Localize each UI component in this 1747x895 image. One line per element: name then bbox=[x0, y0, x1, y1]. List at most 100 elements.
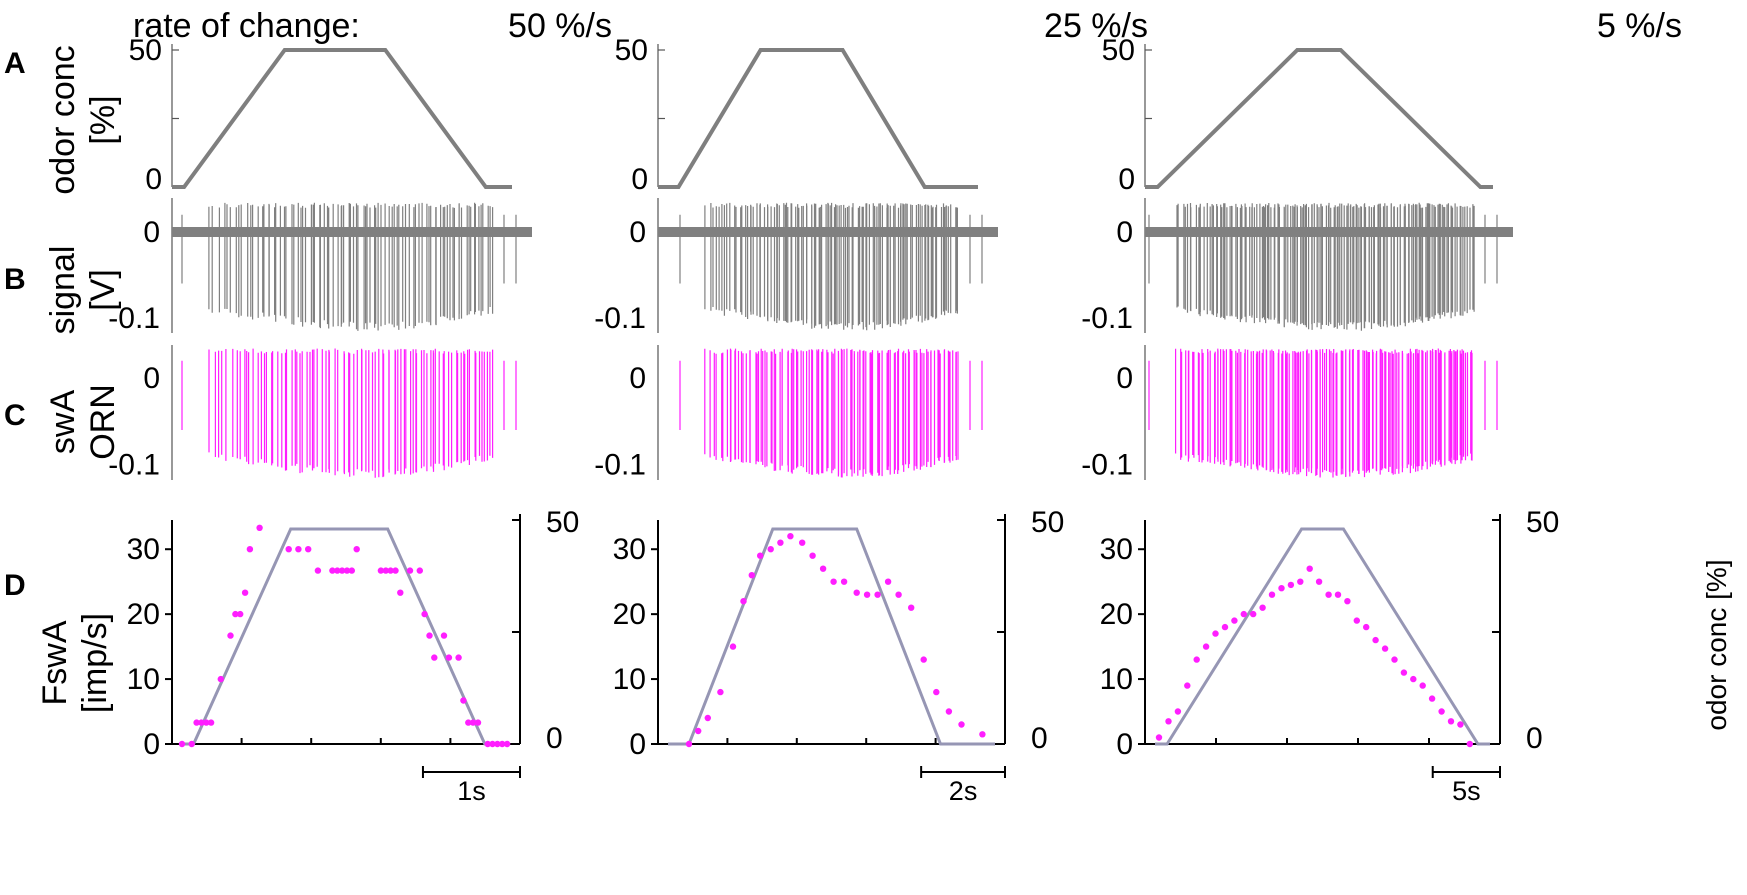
header-label: rate of change: bbox=[133, 7, 360, 45]
rate-point bbox=[1353, 617, 1361, 624]
left-tick-label: 30 bbox=[1100, 533, 1133, 566]
rate-point bbox=[1212, 630, 1219, 637]
rate-point bbox=[207, 719, 215, 726]
rate-point bbox=[1428, 695, 1436, 702]
rate-point bbox=[188, 740, 195, 748]
rate-point bbox=[329, 567, 336, 574]
rate-point bbox=[1202, 643, 1210, 650]
right-tick-label-0: 0 bbox=[1031, 722, 1048, 755]
y-tick-label-neg: -0.1 bbox=[1081, 302, 1133, 335]
stimulus-trace bbox=[1155, 527, 1490, 746]
panel-letter-d: D bbox=[4, 569, 26, 602]
rate-point bbox=[489, 740, 496, 748]
rate-point bbox=[1250, 610, 1257, 618]
stimulus-panel-2: 0 50 bbox=[615, 34, 978, 196]
rate-point bbox=[1315, 578, 1323, 585]
ylabel-a-line1: odor conc bbox=[44, 45, 82, 194]
y-tick-label-50: 50 bbox=[1102, 34, 1135, 67]
rate-point bbox=[1438, 708, 1445, 715]
y-tick-label-50: 50 bbox=[615, 34, 648, 67]
rate-point bbox=[474, 719, 482, 726]
rate-point bbox=[382, 567, 389, 574]
rate-point bbox=[241, 589, 249, 596]
rate-point bbox=[1391, 656, 1398, 663]
rate-panel-3: 0 10 20 30 0 50 5s bbox=[1100, 506, 1560, 806]
rate-point bbox=[1400, 669, 1408, 676]
left-tick-label: 0 bbox=[143, 728, 160, 761]
y-tick-label-neg: -0.1 bbox=[1081, 449, 1133, 482]
b-panel-2: 0 -0.1 bbox=[594, 198, 998, 335]
rate-label-25: 25 %/s bbox=[1044, 7, 1148, 45]
rate-point bbox=[777, 539, 784, 546]
odor-trace bbox=[172, 48, 512, 189]
rate-point bbox=[421, 610, 428, 618]
ylabel-c-line2: ORN bbox=[84, 384, 122, 460]
right-axis-label-text: odor conc [%] bbox=[1701, 559, 1732, 730]
left-tick-label: 10 bbox=[613, 663, 646, 696]
rate-point bbox=[853, 589, 860, 596]
rate-point bbox=[1419, 682, 1426, 689]
ylabel-a-line2: [%] bbox=[84, 95, 122, 144]
rate-point bbox=[198, 719, 205, 726]
b-panel-3: 0 -0.1 bbox=[1081, 198, 1513, 335]
rate-point bbox=[406, 567, 414, 574]
left-tick-label: 10 bbox=[1100, 663, 1133, 696]
rate-point bbox=[787, 533, 794, 540]
panel-letter-a: A bbox=[4, 47, 26, 80]
y-tick-label-50: 50 bbox=[129, 34, 162, 67]
rate-point bbox=[717, 688, 724, 696]
rate-point bbox=[237, 610, 244, 618]
panel-letter-c: C bbox=[4, 399, 26, 432]
rate-point bbox=[227, 632, 234, 639]
scale-bar-label: 1s bbox=[457, 776, 486, 806]
rate-point bbox=[958, 721, 965, 728]
right-tick-label-50: 50 bbox=[1031, 506, 1064, 539]
y-tick-label-zero: 0 bbox=[1116, 362, 1133, 395]
rate-point bbox=[256, 524, 263, 531]
baseline-noise bbox=[1145, 227, 1513, 237]
b-spike-trace bbox=[1148, 202, 1498, 331]
left-tick-label: 30 bbox=[127, 533, 160, 566]
rate-point bbox=[1306, 565, 1313, 572]
rate-point bbox=[484, 740, 491, 748]
rate-point bbox=[695, 727, 702, 735]
rate-point bbox=[767, 546, 774, 553]
rate-point bbox=[1325, 591, 1332, 598]
row-d-rate-panels: 0 10 20 30 0 50 1s 0 10 20 30 0 50 2s 0 10 20 30 0 50 5s bbox=[127, 506, 1560, 806]
rate-point bbox=[353, 546, 360, 553]
rate-point bbox=[1287, 581, 1295, 589]
rate-point bbox=[1278, 585, 1285, 592]
rate-point bbox=[440, 632, 448, 639]
y-tick-label-neg: -0.1 bbox=[108, 449, 160, 482]
c-panel-3: 0 -0.1 bbox=[1081, 345, 1498, 482]
rate-point bbox=[895, 591, 902, 598]
left-tick-label: 0 bbox=[1116, 728, 1133, 761]
rate-point bbox=[809, 552, 816, 559]
row-a-stimulus-panels: 0 50 0 50 0 50 bbox=[129, 34, 1493, 196]
rate-point bbox=[799, 539, 806, 546]
ylabel-row-b: signal [V] bbox=[44, 246, 122, 335]
ylabel-b-line1: signal bbox=[44, 246, 82, 335]
y-tick-label-neg: -0.1 bbox=[594, 302, 646, 335]
rate-point bbox=[1155, 734, 1163, 741]
rate-point bbox=[1344, 598, 1351, 605]
rate-point bbox=[740, 598, 747, 605]
left-tick-label: 30 bbox=[613, 533, 646, 566]
row-c-orn-panels: 0 -0.1 0 -0.1 0 -0.1 bbox=[108, 345, 1498, 482]
odor-trace bbox=[658, 48, 978, 189]
rate-point bbox=[203, 719, 210, 726]
y-tick-label-zero: 0 bbox=[1116, 216, 1133, 249]
y-tick-label-zero: 0 bbox=[143, 216, 160, 249]
right-axis-label: odor conc [%] bbox=[1701, 559, 1732, 730]
rate-label-5: 5 %/s bbox=[1597, 7, 1682, 45]
y-tick-label-neg: -0.1 bbox=[594, 449, 646, 482]
c-spike-trace bbox=[679, 348, 983, 478]
row-b-signal-panels: 0 -0.1 0 -0.1 0 -0.1 bbox=[108, 198, 1513, 335]
rate-point bbox=[314, 567, 322, 574]
rate-point bbox=[305, 546, 312, 553]
rate-point bbox=[1363, 623, 1370, 631]
rate-panel-2: 0 10 20 30 0 50 2s bbox=[613, 506, 1065, 806]
rate-point bbox=[830, 578, 837, 585]
rate-point bbox=[884, 578, 892, 585]
rate-point bbox=[1466, 740, 1474, 748]
